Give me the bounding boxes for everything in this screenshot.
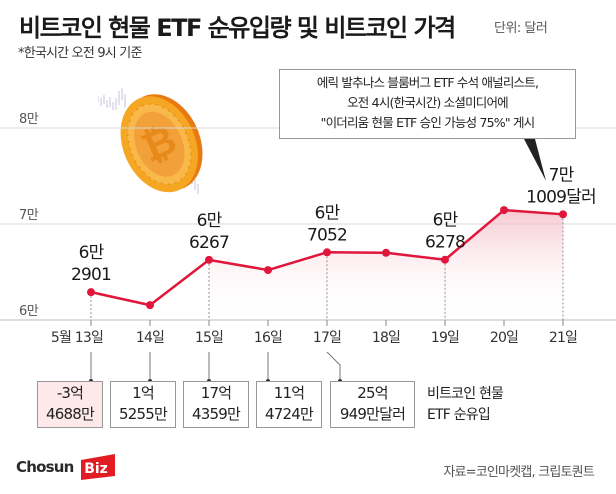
etf-inflow-box: 17억 4359만 — [183, 381, 249, 428]
x-tick-label: 15일 — [195, 330, 223, 346]
x-tick-label: 14일 — [136, 330, 164, 346]
x-tick-label: 20일 — [490, 330, 518, 346]
etf-inflow-value: 949만달러 — [339, 405, 406, 423]
unit-label: 단위: 달러 — [494, 21, 548, 36]
data-point — [441, 255, 449, 264]
data-point — [146, 301, 154, 310]
data-point — [323, 248, 331, 257]
data-point — [382, 248, 390, 257]
inflow-connector — [326, 351, 341, 381]
data-point — [559, 210, 567, 219]
etf-inflow-box: 1억 5255만 — [110, 381, 176, 428]
logo-badge: Biz — [81, 454, 115, 480]
data-label: 7052 — [307, 225, 347, 245]
annotation-box: 에릭 발추나스 블룸버그 ETF 수석 애널리스트, 오전 4시(한국시간) 소… — [279, 69, 576, 139]
data-point — [205, 255, 213, 264]
etf-inflow-value: 11억 — [273, 384, 305, 402]
etf-inflow-value: 5255만 — [119, 405, 168, 423]
logo-text: Chosun — [16, 458, 74, 476]
etf-inflow-box: 25억 949만달러 — [330, 381, 415, 428]
chart-subtitle: *한국시간 오전 9시 기준 — [18, 46, 142, 61]
x-tick-label: 16일 — [254, 330, 282, 346]
etf-inflow-label: 비트코인 현물 ETF 순유입 — [427, 384, 504, 426]
data-label: 6278 — [425, 233, 465, 253]
data-point — [264, 266, 272, 275]
annotation-line: 에릭 발추나스 블룸버그 ETF 수석 애널리스트, — [316, 75, 539, 90]
etf-inflow-value: 17억 — [200, 384, 232, 402]
data-label: 6만 — [79, 243, 105, 263]
data-label: 6267 — [189, 233, 229, 253]
annotation-line: 오전 4시(한국시간) 소셜미디어에 — [347, 95, 509, 110]
x-tick-label: 19일 — [431, 330, 459, 346]
data-label: 2901 — [71, 265, 111, 285]
data-label: 6만 — [197, 211, 223, 231]
x-tick-label: 21일 — [549, 330, 577, 346]
data-label: 6만 — [433, 211, 459, 231]
etf-inflow-box: -3억 4688만 — [37, 381, 103, 428]
x-tick-label: 18일 — [372, 330, 400, 346]
x-tick-label: 17일 — [313, 330, 341, 346]
etf-inflow-value: 25억 — [357, 384, 388, 402]
chart-title: 비트코인 현물 ETF 순유입량 및 비트코인 가격 — [19, 14, 456, 42]
y-tick-label: 7만 — [19, 208, 39, 223]
data-point — [87, 288, 95, 297]
source-note: 자료=코인마켓캡, 크립토퀀트 — [443, 465, 594, 480]
annotation-line: "이더리움 현물 ETF 승인 가능성 75%" 게시 — [320, 115, 536, 130]
data-label: 7만 — [549, 165, 575, 185]
etf-inflow-box: 11억 4724만 — [256, 381, 322, 428]
etf-inflow-value: 1억 — [132, 384, 155, 402]
etf-inflow-label-line: ETF 순유입 — [427, 407, 491, 423]
y-tick-label: 6만 — [19, 304, 39, 319]
annotation-pointer — [524, 139, 546, 181]
data-label: 1009달러 — [526, 187, 596, 207]
etf-inflow-value: 4724만 — [265, 405, 314, 423]
price-area-fill — [209, 252, 327, 320]
etf-inflow-label-line: 비트코인 현물 — [427, 386, 504, 402]
data-point — [500, 206, 508, 215]
etf-inflow-value: 4359만 — [192, 405, 241, 423]
logo-badge-text: Biz — [84, 461, 108, 477]
x-tick-label: 5월 13일 — [51, 330, 103, 346]
data-label: 6만 — [315, 203, 341, 223]
etf-inflow-value: 4688만 — [46, 405, 95, 423]
y-tick-label: 8만 — [19, 112, 39, 127]
etf-inflow-value: -3억 — [56, 384, 84, 402]
